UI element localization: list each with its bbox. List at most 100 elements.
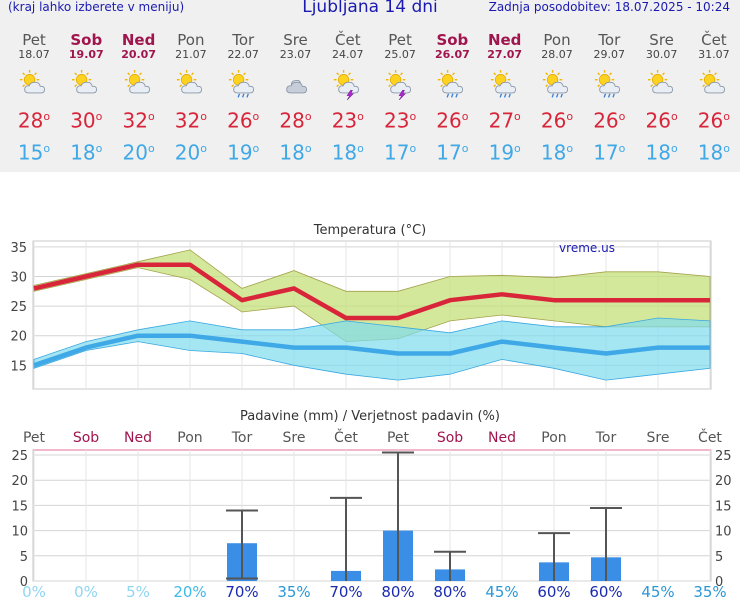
- precipitation-tick-label-left: 5: [20, 550, 28, 565]
- day-date: 27.07: [487, 48, 523, 61]
- max-temperature: 26o: [227, 108, 260, 133]
- day-date: 30.07: [645, 48, 678, 61]
- cloudy-icon: [285, 80, 307, 94]
- precipitation-day-label: Sre: [647, 430, 670, 446]
- max-temperature: 26o: [540, 108, 574, 133]
- precipitation-probability-label: 5%: [126, 583, 150, 600]
- day-column: Čet 24.07 23o 18o: [322, 32, 374, 164]
- min-temperature: 18o: [331, 140, 364, 165]
- min-temperature: 17o: [593, 140, 626, 165]
- precipitation-tick-label-right: 25: [715, 449, 732, 464]
- max-temperature: 23o: [384, 108, 417, 133]
- forecast-panel: (kraj lahko izberete v meniju) Ljubljana…: [0, 0, 740, 172]
- precipitation-tick-label-right: 20: [715, 474, 732, 489]
- max-temperature: 32o: [122, 108, 155, 133]
- max-temperature: 27o: [488, 108, 521, 133]
- day-date: 24.07: [332, 48, 364, 61]
- day-column: Pon 21.07 32o 20o: [165, 32, 217, 164]
- precipitation-probability-label: 70%: [329, 583, 362, 600]
- precipitation-day-label: Tor: [595, 430, 617, 446]
- precipitation-day-label: Pon: [177, 430, 202, 446]
- min-temperature: 20o: [122, 140, 155, 165]
- day-name: Tor: [232, 31, 255, 49]
- precipitation-day-label: Pon: [541, 430, 566, 446]
- precipitation-tick-label-left: 15: [11, 499, 28, 514]
- max-temperature: 28o: [17, 108, 51, 133]
- precipitation-day-label: Tor: [231, 430, 253, 446]
- day-column: Pon 28.07 26o 18o: [531, 32, 583, 164]
- day-column: Tor 22.07 26o 19o: [217, 32, 269, 164]
- min-temperature: 20o: [174, 140, 207, 165]
- day-date: 29.07: [593, 48, 626, 61]
- sun-cloud-rain-icon: [438, 70, 464, 98]
- min-temperature: 17o: [384, 140, 417, 165]
- min-temperature: 19o: [488, 140, 521, 165]
- precipitation-day-label: Pet: [23, 430, 46, 446]
- thunderstorm-icon: [333, 70, 359, 100]
- day-name: Sob: [436, 31, 469, 49]
- watermark: vreme.us: [559, 241, 615, 255]
- precipitation-day-label: Pet: [387, 430, 410, 446]
- min-temperature-line: [33, 333, 710, 368]
- day-column: Pet 25.07 23o 17o: [374, 32, 426, 164]
- day-column: Pet 18.07 28o 15o: [8, 32, 60, 164]
- sun-cloud-icon: [72, 70, 98, 94]
- temperature-chart-title: Temperatura (°C): [313, 223, 426, 238]
- temperature-tick-label: 15: [10, 359, 27, 374]
- temperature-tick-label: 25: [10, 300, 27, 315]
- precipitation-day-label: Ned: [488, 430, 516, 446]
- precipitation-probability-label: 20%: [173, 583, 206, 600]
- min-temperature: 18o: [697, 140, 730, 165]
- precipitation-tick-label-right: 0: [715, 575, 723, 590]
- sun-cloud-icon: [647, 70, 673, 94]
- temperature-tick-label: 35: [10, 241, 27, 256]
- precipitation-probability-label: 80%: [381, 583, 414, 600]
- day-date: 20.07: [121, 48, 156, 61]
- precipitation-probability-label: 80%: [433, 583, 466, 600]
- day-column: Sob 19.07 30o 18o: [60, 32, 112, 164]
- min-temperature: 18o: [645, 140, 678, 165]
- precipitation-day-label: Čet: [334, 428, 358, 446]
- day-date: 18.07: [18, 48, 50, 61]
- day-name: Sob: [70, 31, 103, 49]
- day-column: Sre 23.07 28o 18o: [270, 32, 322, 164]
- sun-cloud-rain-icon: [229, 70, 255, 98]
- precipitation-tick-label-left: 25: [11, 449, 28, 464]
- day-column: Sre 30.07 26o 18o: [636, 32, 688, 164]
- precipitation-probability-label: 35%: [693, 583, 726, 600]
- day-name: Pon: [177, 31, 205, 49]
- min-temperature: 18o: [70, 140, 103, 165]
- precipitation-probability-label: 60%: [537, 583, 570, 600]
- sun-cloud-icon: [699, 70, 725, 94]
- max-temperature: 28o: [279, 108, 312, 133]
- day-column: Tor 29.07 26o 17o: [583, 32, 635, 164]
- region-hint: (kraj lahko izberete v meniju): [8, 0, 185, 14]
- day-date: 26.07: [434, 48, 470, 61]
- max-temperature: 26o: [697, 108, 730, 133]
- max-temperature: 23o: [331, 108, 364, 133]
- sun-cloud-rain-icon: [542, 70, 569, 98]
- min-temperature: 19o: [227, 140, 260, 165]
- min-temperature: 18o: [540, 140, 574, 165]
- precipitation-tick-label-right: 5: [715, 550, 723, 565]
- day-name: Sre: [649, 31, 674, 49]
- precipitation-probability-label: 0%: [74, 583, 98, 600]
- day-name: Čet: [701, 31, 727, 49]
- day-name: Pet: [388, 31, 412, 49]
- precipitation-probability-label: 0%: [22, 583, 46, 600]
- day-date: 28.07: [541, 48, 573, 61]
- day-name: Pon: [543, 31, 571, 49]
- precipitation-day-label: Sob: [73, 430, 99, 446]
- day-name: Sre: [283, 31, 308, 49]
- precipitation-day-label: Sre: [283, 430, 306, 446]
- precipitation-probability-label: 70%: [225, 583, 258, 600]
- max-temperature-line: [33, 262, 710, 321]
- day-column: Sob 26.07 26o 17o: [426, 32, 478, 164]
- day-date: 22.07: [227, 48, 259, 61]
- last-updated: Zadnja posodobitev: 18.07.2025 - 10:24: [488, 0, 730, 14]
- max-temperature: 30o: [70, 108, 103, 133]
- max-temperature: 26o: [436, 108, 469, 133]
- precipitation-tick-label-left: 20: [11, 474, 28, 489]
- precipitation-day-label: Čet: [698, 428, 722, 446]
- day-column: Ned 20.07 32o 20o: [113, 32, 165, 164]
